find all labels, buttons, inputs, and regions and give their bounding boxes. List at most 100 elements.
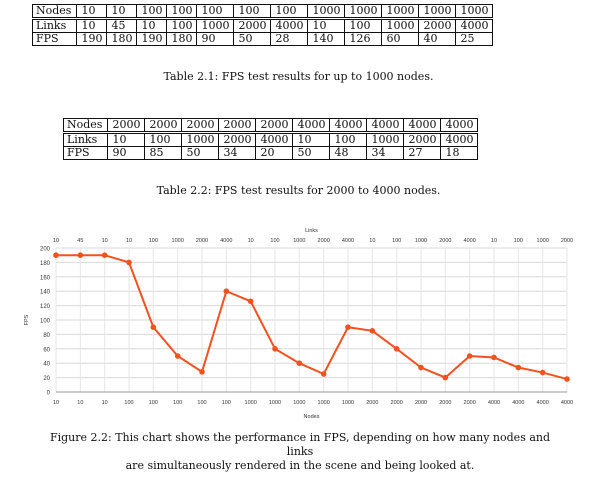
x-tick-label-links: 100 (270, 238, 279, 244)
table-cell: 48 (329, 146, 368, 160)
table-cell: 18 (440, 146, 479, 160)
figure-caption: Figure 2.2: This chart shows the perform… (40, 431, 560, 473)
data-point (247, 298, 254, 305)
x-tick-label-nodes: 4000 (488, 400, 500, 406)
y-tick-label: 60 (43, 347, 50, 353)
table-cell: 100 (233, 4, 272, 20)
data-point (564, 376, 570, 382)
table-cell: 126 (344, 32, 383, 46)
data-point (150, 324, 157, 330)
table-cell: 140 (307, 32, 346, 46)
table-cell: 4000 (455, 18, 494, 33)
y-tick-label: 160 (40, 275, 51, 281)
data-point (418, 364, 424, 371)
table-cell: 10 (136, 18, 168, 33)
x-tick-label-nodes: 1000 (245, 400, 257, 406)
table-row: Nodes 2000 2000 2000 2000 2000 4000 4000 4000 400… (62, 118, 479, 134)
table-cell: 100 (136, 4, 168, 20)
x-tick-label-nodes: 100 (222, 400, 231, 406)
x-tick-label-nodes: 2000 (439, 400, 451, 406)
x-tick-label-links: 10 (491, 238, 497, 244)
data-point (77, 252, 84, 258)
x-tick-label-links: 4000 (464, 238, 476, 244)
x-tick-label-nodes: 1000 (293, 400, 305, 406)
table-cell: 100 (166, 4, 198, 20)
data-point (174, 353, 181, 359)
table-cell: 4000 (270, 18, 309, 33)
x-tick-label-links: 1000 (415, 238, 427, 244)
data-point (296, 360, 303, 366)
data-point (369, 328, 376, 334)
table-cell: 190 (136, 32, 168, 46)
x-tick-label-links: 100 (149, 238, 158, 244)
table-cell: 180 (166, 32, 198, 46)
table-cell: 180 (106, 32, 138, 46)
x-tick-label-links: 2000 (439, 238, 451, 244)
table-cell: 1000 (366, 132, 405, 147)
data-point (272, 346, 278, 352)
table-cell: 1000 (196, 18, 235, 33)
data-point (223, 288, 230, 294)
table-cell: 34 (218, 146, 257, 160)
row-label: Links (62, 132, 109, 147)
table-cell: 100 (144, 132, 183, 147)
table-cell: 85 (144, 146, 183, 160)
table-cell: 10 (76, 4, 108, 20)
table-2-caption: Table 2.2: FPS test results for 2000 to … (156, 184, 441, 197)
figure-caption-line-1: Figure 2.2: This chart shows the perform… (49, 431, 551, 458)
x-tick-label-nodes: 1000 (342, 400, 354, 406)
data-point (539, 369, 546, 376)
data-point (466, 353, 473, 359)
row-label: FPS (62, 146, 109, 160)
table-cell: 50 (181, 146, 220, 160)
table-cell: 60 (381, 32, 420, 46)
row-label: Links (31, 18, 78, 33)
table-cell: 1000 (307, 4, 346, 20)
table-cell: 2000 (403, 132, 442, 147)
x-tick-label-nodes: 2000 (464, 400, 476, 406)
x-tick-label-links: 10 (102, 238, 108, 244)
y-tick-label: 100 (40, 319, 51, 325)
table-cell: 1000 (455, 4, 494, 20)
y-tick-label: 120 (40, 304, 51, 310)
x-tick-label-nodes: 4000 (537, 400, 549, 406)
table-cell: 2000 (107, 118, 146, 134)
x-tick-label-nodes: 1000 (318, 400, 330, 406)
table-row: FPS 190 180 190 180 90 50 28 140 126 60 40 25 (31, 32, 494, 46)
table-cell: 100 (329, 132, 368, 147)
table-cell: 2000 (233, 18, 272, 33)
x-tick-label-links: 1000 (293, 238, 305, 244)
x-tick-label-nodes: 2000 (366, 400, 378, 406)
y-tick-label: 180 (40, 261, 51, 267)
table-cell: 2000 (418, 18, 457, 33)
x-tick-label-nodes: 4000 (512, 400, 524, 406)
x-tick-label-links: 4000 (220, 238, 232, 244)
table-cell: 10 (307, 18, 346, 33)
x-tick-label-links: 2000 (561, 238, 573, 244)
table-cell: 2000 (144, 118, 183, 134)
y-tick-label: 0 (47, 391, 51, 397)
table-cell: 10 (76, 18, 108, 33)
table-cell: 1000 (344, 4, 383, 20)
x-tick-label-links: 100 (514, 238, 523, 244)
data-point (53, 252, 59, 258)
x-tick-label-nodes: 100 (173, 400, 182, 406)
table-1-caption: Table 2.1: FPS test results for up to 10… (163, 70, 434, 83)
table-cell: 100 (344, 18, 383, 33)
table-cell: 45 (106, 18, 138, 33)
table-cell: 1000 (381, 4, 420, 20)
data-point (126, 259, 132, 266)
table-cell: 90 (196, 32, 235, 46)
x-tick-label-links: 100 (392, 238, 401, 244)
series-line (56, 254, 568, 381)
table-cell: 10 (292, 132, 331, 147)
data-point (199, 369, 205, 375)
data-point (442, 374, 449, 381)
x-tick-label-nodes: 100 (197, 400, 206, 406)
x-tick-label-nodes: 1000 (269, 400, 281, 406)
x-tick-label-links: 2000 (318, 238, 330, 244)
table-row: Links 10 45 10 100 1000 2000 4000 10 100 1000 2000 4… (31, 18, 494, 33)
table-cell: 100 (166, 18, 198, 33)
x-tick-label-links: 10 (53, 238, 59, 244)
